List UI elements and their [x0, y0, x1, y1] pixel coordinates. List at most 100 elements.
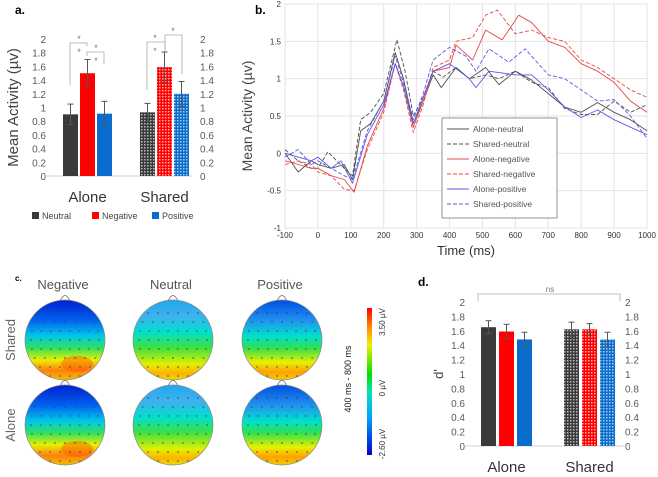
electrode-dot	[246, 424, 249, 427]
y-tick-right: 1.6	[200, 62, 214, 73]
scalp-map	[132, 299, 214, 381]
electrode-dot	[87, 433, 90, 436]
electrode-dot	[296, 397, 299, 400]
electrode-dot	[157, 424, 160, 427]
colorbar-title: 400 ms - 800 ms	[343, 345, 353, 413]
electrode-dot	[167, 348, 170, 351]
y-tick-right: 2	[200, 35, 206, 46]
electrode-dot	[301, 406, 304, 409]
electrode-dot	[167, 415, 170, 418]
panel-label: a.	[15, 3, 25, 17]
electrode-dot	[176, 397, 179, 400]
y-tick-right: 1.2	[625, 356, 639, 367]
scalp-map	[132, 384, 214, 466]
electrode-dot	[59, 366, 62, 369]
electrode-dot	[78, 330, 81, 333]
electrode-dot	[68, 460, 71, 463]
y-tick-left: 1.2	[32, 90, 46, 101]
y-tick-right: 0.4	[625, 413, 639, 424]
electrode-dot	[266, 460, 269, 463]
electrode-dot	[74, 357, 77, 360]
y-tick-right: 0	[625, 442, 631, 453]
electrode-dot	[276, 451, 279, 454]
electrode-dot	[68, 397, 71, 400]
electrode-dot	[78, 339, 81, 342]
electrode-dot	[176, 424, 179, 427]
electrode-dot	[157, 375, 160, 378]
electrode-dot	[38, 451, 41, 454]
y-tick-left: 0	[459, 442, 465, 453]
significance-bracket	[69, 42, 88, 85]
electrode-dot	[161, 357, 164, 360]
legend-label: Shared-neutral	[473, 139, 529, 149]
electrode-dot	[186, 460, 189, 463]
y-tick-left: 2	[459, 298, 465, 309]
electrode-dot	[255, 451, 258, 454]
electrode-dot	[146, 397, 149, 400]
electrode-dot	[78, 424, 81, 427]
bar-alone-positive	[517, 339, 532, 446]
electrode-dot	[276, 433, 279, 436]
electrode-dot	[314, 415, 317, 418]
y-tick-right: 1.8	[625, 312, 639, 323]
x-tick: 1000	[638, 231, 656, 240]
y-tick-right: 0.2	[625, 428, 639, 439]
electrode-dot	[281, 442, 284, 445]
electrode-dot	[304, 348, 307, 351]
bar-alone-neutral	[63, 114, 78, 176]
legend-label: Neutral	[42, 211, 71, 221]
y-axis-label: Mean Activity (µv)	[5, 48, 22, 167]
electrode-dot	[74, 321, 77, 324]
electrode-dot	[311, 442, 314, 445]
electrode-dot	[304, 415, 307, 418]
electrode-dot	[314, 330, 317, 333]
category-label: Shared	[565, 459, 613, 476]
electrode-dot	[202, 406, 205, 409]
y-tick-right: 0	[200, 172, 206, 183]
electrode-dot	[291, 357, 294, 360]
electrode-dot	[84, 357, 87, 360]
x-tick: -100	[277, 231, 294, 240]
y-tick-right: 1.4	[200, 76, 214, 87]
electrode-dot	[255, 366, 258, 369]
electrode-dot	[87, 330, 90, 333]
electrode-dot	[250, 321, 253, 324]
x-tick: 900	[607, 231, 621, 240]
electrode-dot	[48, 451, 51, 454]
electrode-dot	[94, 442, 97, 445]
y-tick-left: 0.4	[32, 145, 46, 156]
electrode-dot	[166, 451, 169, 454]
electrode-dot	[247, 330, 250, 333]
electrode-dot	[43, 442, 46, 445]
electrode-dot	[48, 366, 51, 369]
electrode-dot	[79, 451, 82, 454]
electrode-dot	[192, 357, 195, 360]
legend-label: Shared-positive	[473, 199, 532, 209]
electrode-dot	[146, 451, 149, 454]
electrode-dot	[285, 433, 288, 436]
y-tick-right: 0.8	[625, 384, 639, 395]
y-tick-left: 0.6	[451, 399, 465, 410]
colorbar	[367, 308, 372, 455]
nose-icon	[276, 380, 288, 387]
x-tick: 700	[542, 231, 556, 240]
electrode-dot	[176, 375, 179, 378]
electrode-dot	[186, 433, 189, 436]
electrode-dot	[276, 397, 279, 400]
electrode-dot	[260, 357, 263, 360]
topomap-alone-negative	[24, 380, 106, 466]
y-tick-left: 0.8	[451, 384, 465, 395]
y-tick-left: 1.6	[451, 327, 465, 338]
electrode-dot	[270, 321, 273, 324]
y-tick-left: 0.2	[451, 428, 465, 439]
nose-icon	[167, 295, 179, 302]
electrode-dot	[97, 330, 100, 333]
ns-bracket	[477, 293, 621, 301]
hotspot	[61, 441, 93, 457]
electrode-dot	[171, 442, 174, 445]
electrode-dot	[260, 406, 263, 409]
electrode-dot	[49, 433, 52, 436]
topomap-shared-negative	[24, 295, 106, 381]
electrode-dot	[315, 424, 318, 427]
